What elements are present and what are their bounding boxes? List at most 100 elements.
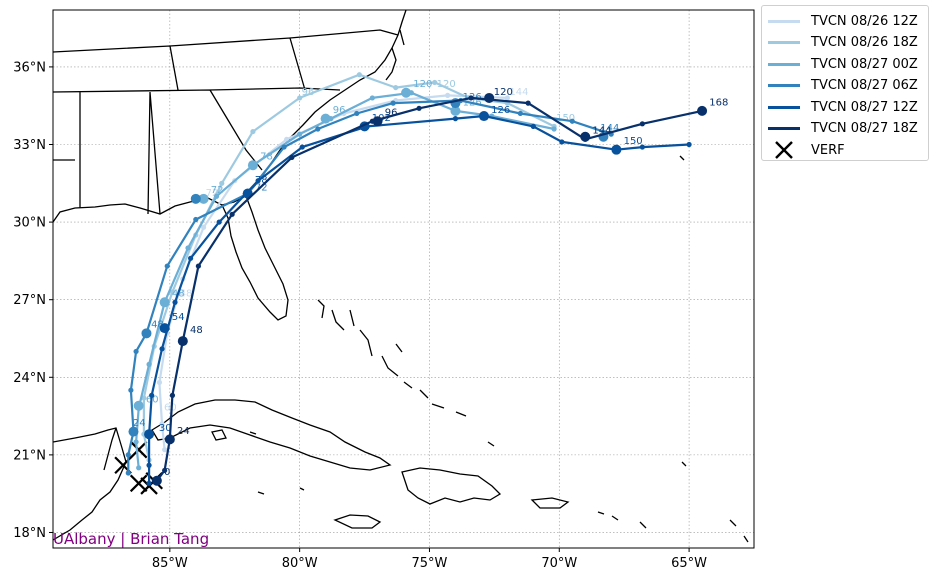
track-4: 305478102126150 bbox=[144, 105, 692, 486]
track-point-small bbox=[432, 79, 438, 86]
forecast-hour-label: 48 bbox=[151, 320, 164, 331]
verf-marker bbox=[129, 474, 148, 493]
forecast-hour-label: 126 bbox=[491, 105, 510, 116]
track-point-24h bbox=[697, 105, 708, 116]
track-point-small bbox=[551, 126, 557, 132]
track-point-small bbox=[136, 465, 142, 471]
track-point-small bbox=[639, 144, 645, 150]
y-tick-label: 24°N bbox=[13, 371, 46, 386]
track-point-small bbox=[162, 447, 168, 453]
track-point-small bbox=[169, 392, 176, 398]
track-point-small bbox=[200, 224, 207, 230]
track-point-small bbox=[159, 421, 165, 427]
track-point-small bbox=[185, 245, 191, 251]
track-point-small bbox=[517, 110, 523, 117]
track-point-small bbox=[445, 92, 451, 98]
forecast-hour-label: 144 bbox=[600, 123, 619, 134]
track-point-small bbox=[149, 392, 155, 398]
track-point-small bbox=[188, 255, 194, 261]
track-point-small bbox=[452, 116, 459, 122]
track-point-small bbox=[639, 121, 645, 127]
track-point-small bbox=[195, 263, 201, 269]
y-tick-label: 30°N bbox=[13, 216, 46, 231]
x-tick-label: 65°W bbox=[671, 556, 707, 571]
legend-label: TVCN 08/27 12Z bbox=[811, 99, 918, 115]
track-line bbox=[135, 91, 555, 468]
cuba bbox=[151, 399, 392, 471]
track-point-24h bbox=[128, 426, 139, 437]
forecast-hour-label: 24 bbox=[177, 426, 190, 437]
forecast-hour-label: 96 bbox=[302, 87, 315, 98]
legend-entry: VERF bbox=[762, 139, 845, 161]
forecast-hour-label: 72 bbox=[211, 185, 224, 196]
track-point-small bbox=[164, 263, 170, 269]
track-point-24h bbox=[144, 429, 155, 440]
state-borders bbox=[53, 29, 399, 215]
track-point-small bbox=[393, 84, 399, 91]
track-point-small bbox=[219, 180, 225, 186]
track-line bbox=[148, 114, 690, 484]
track-point-24h bbox=[164, 434, 175, 445]
track-point-small bbox=[559, 139, 565, 145]
forecast-hour-label: 78 bbox=[260, 152, 273, 163]
track-point-small bbox=[530, 123, 536, 129]
verf-marker bbox=[129, 440, 148, 459]
track-point-small bbox=[297, 95, 303, 101]
forecast-hour-label: 144 bbox=[509, 87, 528, 98]
track-3: 24 48 72 126 144 bbox=[125, 92, 619, 476]
track-point-24h bbox=[151, 475, 162, 486]
track-point-small bbox=[686, 141, 692, 148]
track-point-small bbox=[281, 144, 287, 150]
track-point-small bbox=[146, 480, 152, 486]
plot-frame bbox=[52, 9, 755, 549]
legend-x-icon bbox=[768, 140, 800, 160]
y-tick-label: 21°N bbox=[13, 448, 46, 463]
legend-swatch bbox=[768, 41, 800, 44]
forecast-hour-label: 78 bbox=[255, 175, 268, 186]
track-point-small bbox=[297, 131, 303, 137]
legend-label: TVCN 08/27 18Z bbox=[811, 121, 918, 136]
track-point-small bbox=[159, 346, 165, 352]
track-point-24h bbox=[159, 297, 170, 308]
track-point-small bbox=[156, 379, 163, 386]
forecast-hour-label: 24 bbox=[133, 418, 146, 429]
y-tick-label: 36°N bbox=[13, 60, 46, 75]
track-point-small bbox=[525, 100, 531, 106]
track-point-small bbox=[169, 289, 176, 295]
forecast-hour-label: 120 bbox=[413, 79, 432, 90]
track-point-small bbox=[146, 361, 152, 367]
track-point-small bbox=[354, 110, 360, 117]
isle-of-youth bbox=[211, 429, 227, 441]
forecast-hour-label: 48 bbox=[190, 325, 203, 336]
legend-swatch bbox=[768, 84, 800, 87]
legend-swatch bbox=[768, 62, 800, 66]
x-tick-label: 75°W bbox=[412, 556, 448, 571]
legend-label: TVCN 08/26 18Z bbox=[811, 35, 918, 50]
legend: TVCN 08/26 12Z TVCN 08/26 18Z TVCN 08/27 0… bbox=[761, 5, 929, 161]
track-point-small bbox=[216, 219, 222, 225]
track-point-small bbox=[289, 154, 295, 161]
axis-ticks: 85°W 80°W 75°W 70°W 65°W 18°N 21°N 24°N 27°N 30°N… bbox=[13, 60, 707, 571]
track-point-small bbox=[125, 470, 131, 476]
track-0: 60 48 72 144 bbox=[156, 87, 528, 453]
legend-entry: TVCN 08/27 18Z bbox=[762, 118, 918, 140]
forecast-hour-label: 120 bbox=[437, 79, 456, 90]
track-point-small bbox=[468, 95, 474, 101]
track-point-small bbox=[569, 118, 575, 124]
mexico-coast bbox=[53, 427, 127, 541]
track-point-24h bbox=[320, 113, 331, 124]
forecast-hour-label: 48 bbox=[180, 289, 193, 300]
track-point-24h bbox=[484, 92, 495, 103]
track-point-24h bbox=[159, 323, 170, 334]
forecast-hour-label: 144 bbox=[592, 126, 611, 137]
legend-label: TVCN 08/27 06Z bbox=[811, 78, 918, 93]
bermuda bbox=[679, 155, 685, 161]
legend-entry: TVCN 08/27 12Z bbox=[762, 96, 918, 118]
legend-swatch bbox=[768, 127, 800, 130]
y-tick-label: 27°N bbox=[13, 293, 46, 308]
track-point-small bbox=[172, 299, 178, 305]
track-line bbox=[158, 94, 508, 450]
track-point-24h bbox=[133, 400, 144, 411]
track-point-24h bbox=[611, 144, 622, 155]
